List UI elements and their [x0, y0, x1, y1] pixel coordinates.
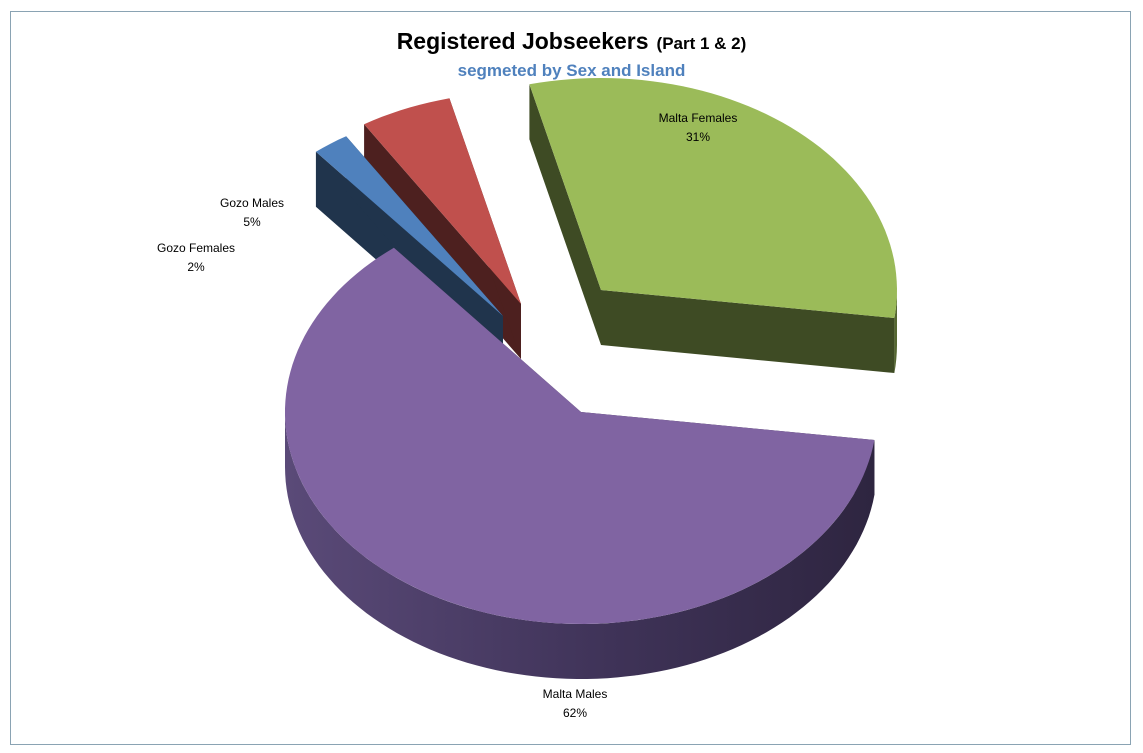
- slice-label-name-0: Malta Females: [659, 111, 738, 125]
- slice-label-2: Gozo Females 2%: [157, 241, 235, 274]
- chart-title: Registered Jobseekers: [396, 28, 649, 54]
- slice-label-name-2: Gozo Females: [157, 241, 235, 255]
- pie-slice-1: [285, 247, 875, 679]
- slice-label-name-1: Malta Males: [543, 687, 608, 701]
- pie-slice-2-top: [315, 136, 503, 316]
- pie-slice-0-side-wall: [894, 290, 897, 373]
- pie-slice-1-side-wall: [285, 412, 875, 679]
- slice-label-percent-2: 2%: [187, 260, 205, 274]
- slice-label-0: Malta Females 31%: [659, 111, 738, 144]
- chart-title-line: Registered Jobseekers (Part 1 & 2): [0, 28, 1143, 55]
- slice-label-percent-0: 31%: [686, 130, 710, 144]
- slice-label-name-3: Gozo Males: [220, 196, 284, 210]
- pie-slice-1-top: [285, 247, 875, 624]
- title-block: Registered Jobseekers (Part 1 & 2) segmet…: [0, 28, 1143, 81]
- pie-slices: [285, 78, 897, 679]
- pie-slice-0-radial-face-0: [529, 84, 601, 346]
- pie-labels: Malta Females 31% Malta Males 62% Gozo Femal…: [157, 111, 737, 720]
- chart-title-suffix: (Part 1 & 2): [656, 34, 747, 53]
- slice-label-percent-3: 5%: [243, 215, 261, 229]
- pie-slice-0-top: [529, 78, 897, 318]
- chart-subtitle: segmeted by Sex and Island: [457, 61, 686, 80]
- slice-label-percent-1: 62%: [563, 706, 587, 720]
- pie-slice-0-radial-face-1: [601, 290, 895, 373]
- slice-label-1: Malta Males 62%: [543, 687, 608, 720]
- pie-slice-0: [529, 78, 897, 373]
- pie-slice-3-top: [364, 98, 521, 304]
- slice-label-3: Gozo Males 5%: [220, 196, 284, 229]
